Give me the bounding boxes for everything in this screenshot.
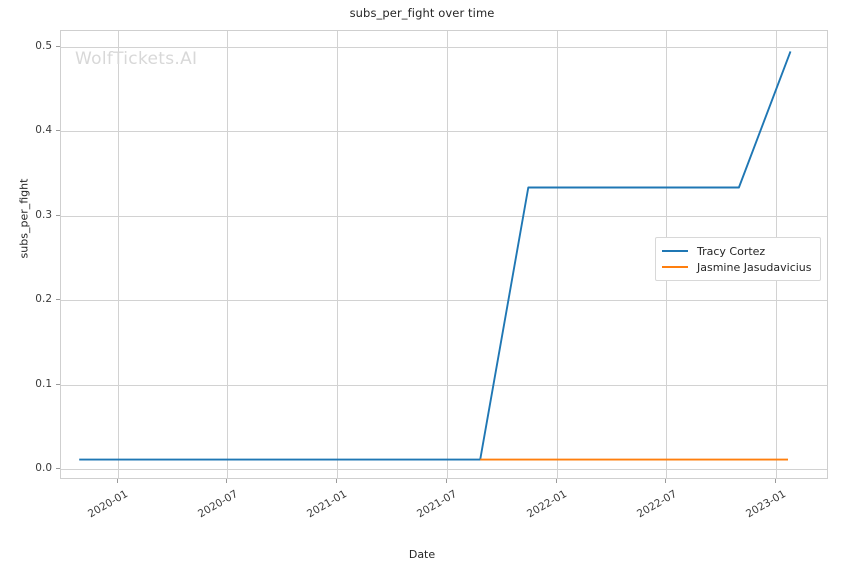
x-tick-mark [117,479,118,483]
x-tick-mark [336,479,337,483]
y-tick-label: 0.0 [35,462,52,474]
y-tick-label: 0.3 [35,209,52,221]
x-tick-label: 2022-07 [635,488,679,521]
gridline-vertical [337,31,338,478]
x-tick-label: 2021-01 [305,488,349,521]
y-tick-label: 0.4 [35,124,52,136]
x-tick-label: 2023-01 [744,488,788,521]
gridline-vertical [118,31,119,478]
x-tick-label: 2023-07 [830,488,844,534]
legend-item-jasmine-jasudavicius[interactable]: Jasmine Jasudavicius [662,259,812,275]
y-axis: 0.0 0.1 0.2 0.3 0.4 0.5 [0,0,52,575]
x-axis-label: Date [408,548,436,561]
y-tick-label: 0.2 [35,293,52,305]
legend-label: Tracy Cortez [697,244,766,258]
y-tick-mark [56,215,60,216]
y-axis-label: subs_per_fight [17,178,31,259]
legend-swatch-blue-icon [662,250,688,252]
y-tick-label: 0.5 [35,40,52,52]
x-tick-label: 2020-07 [196,488,240,521]
x-tick-mark [446,479,447,483]
x-tick-mark [775,479,776,483]
y-tick-mark [56,299,60,300]
gridline-horizontal [61,385,827,386]
series-line-tracy-cortez [79,51,792,461]
x-tick-mark [226,479,227,483]
y-tick-mark [56,468,60,469]
chart-legend: Tracy Cortez Jasmine Jasudavicius [655,237,821,281]
x-tick-mark [665,479,666,483]
x-tick-mark [556,479,557,483]
legend-item-tracy-cortez[interactable]: Tracy Cortez [662,243,812,259]
y-tick-label: 0.1 [35,378,52,390]
gridline-vertical [447,31,448,478]
x-tick-label: 2021-07 [415,488,459,521]
gridline-horizontal [61,469,827,470]
gridline-horizontal [61,47,827,48]
x-tick-label: 2020-01 [86,488,130,521]
x-tick-label: 2022-01 [525,488,569,521]
gridline-vertical [557,31,558,478]
chart-title: subs_per_fight over time [349,6,495,20]
legend-label: Jasmine Jasudavicius [697,260,812,274]
y-tick-mark [56,46,60,47]
y-tick-mark [56,384,60,385]
gridline-vertical [227,31,228,478]
gridline-horizontal [61,300,827,301]
gridline-horizontal [61,131,827,132]
gridline-horizontal [61,216,827,217]
y-tick-mark [56,130,60,131]
series-lines [79,51,792,461]
legend-swatch-orange-icon [662,266,688,268]
